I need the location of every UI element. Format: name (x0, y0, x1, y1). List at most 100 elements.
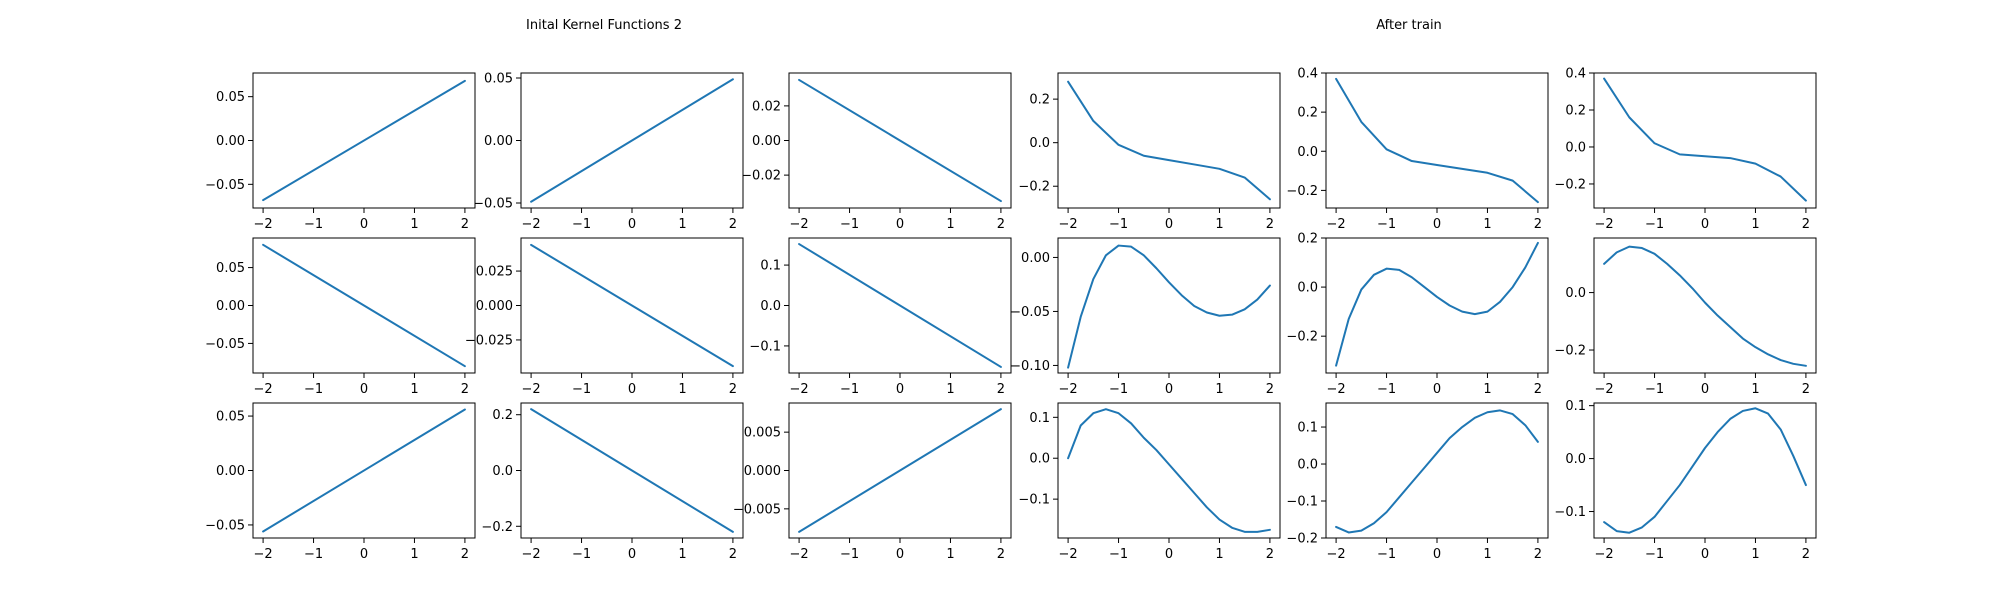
subplot-after-r3c1: −2 −1 0 1 2 −0.1 0.0 0.1 (1018, 402, 1281, 562)
x-tick-label: −2 (1059, 547, 1078, 562)
x-tick-label: 1 (678, 547, 686, 562)
x-tick-label: 0 (1701, 382, 1709, 397)
series-line (798, 78, 1002, 203)
y-tick-label: −0.05 (205, 337, 245, 352)
y-tick-label: −0.1 (749, 339, 781, 354)
y-tick-label: 0.00 (752, 134, 781, 149)
subplot-after-r2c3: −2 −1 0 1 2 −0.2 0.0 (1554, 237, 1817, 397)
subplot-after-r1c2: −2 −1 0 1 2 −0.2 0.0 0.2 0.4 (1286, 67, 1549, 232)
x-tick-label: −1 (572, 382, 591, 397)
series-line (1603, 77, 1807, 202)
y-tick-label: −0.2 (1018, 180, 1050, 195)
x-tick-label: 0 (1701, 547, 1709, 562)
x-tick-label: −2 (522, 217, 541, 232)
x-tick-label: 2 (461, 382, 469, 397)
y-tick-label: −0.02 (741, 169, 781, 184)
x-tick-label: −1 (1109, 217, 1128, 232)
subplot-initial-r1c1: −2 −1 0 1 2 −0.05 0.00 0.05 (205, 72, 476, 232)
y-tick-label: −0.2 (1286, 184, 1318, 199)
x-tick-label: −2 (790, 382, 809, 397)
subplot-after-r2c2: −2 −1 0 1 2 −0.2 0.0 0.2 (1286, 232, 1549, 397)
y-tick-label: −0.2 (1286, 532, 1318, 547)
y-tick-label: 0.00 (484, 134, 513, 149)
x-tick-label: −2 (1059, 217, 1078, 232)
x-tick-label: 0 (1165, 217, 1173, 232)
y-tick-label: 0.00 (216, 299, 245, 314)
y-tick-label: 0.0 (492, 464, 513, 479)
x-tick-label: 1 (1483, 217, 1491, 232)
x-tick-label: 0 (360, 547, 368, 562)
y-tick-label: 0.2 (1297, 106, 1318, 121)
series-line (1335, 409, 1539, 534)
x-tick-label: 1 (946, 382, 954, 397)
x-tick-label: −1 (572, 547, 591, 562)
x-tick-label: 2 (729, 217, 737, 232)
subplot-after-r3c2: −2 −1 0 1 2 −0.2 −0.1 0.0 0.1 (1286, 402, 1549, 562)
x-tick-label: 1 (946, 547, 954, 562)
series-line (1603, 245, 1807, 367)
x-tick-label: −1 (1377, 382, 1396, 397)
y-tick-label: 0.000 (476, 299, 513, 314)
x-tick-label: −2 (1595, 382, 1614, 397)
x-tick-label: 1 (1751, 217, 1759, 232)
x-tick-label: 1 (1483, 547, 1491, 562)
y-tick-label: −0.2 (481, 520, 513, 535)
subplot-initial-r1c2: −2 −1 0 1 2 −0.05 0.00 0.05 (473, 72, 744, 232)
subplot-initial-r3c3: −2 −1 0 1 2 −0.005 0.000 0.005 (733, 402, 1012, 562)
x-tick-label: 2 (461, 547, 469, 562)
x-tick-label: 1 (1215, 382, 1223, 397)
right-figure-title: After train (1376, 18, 1442, 33)
x-tick-label: 0 (1165, 547, 1173, 562)
y-tick-label: 0.05 (484, 72, 513, 87)
x-tick-label: 2 (1802, 547, 1810, 562)
y-tick-label: 0.0 (1565, 452, 1586, 467)
x-tick-label: 0 (896, 217, 904, 232)
x-tick-label: 2 (729, 547, 737, 562)
series-line (1067, 80, 1271, 201)
y-tick-label: 0.0 (1297, 145, 1318, 160)
x-tick-label: 0 (1701, 217, 1709, 232)
y-tick-label: −0.05 (205, 178, 245, 193)
x-tick-label: 0 (360, 217, 368, 232)
y-tick-label: 0.1 (1029, 411, 1050, 426)
x-tick-label: 1 (946, 217, 954, 232)
x-tick-label: 2 (1534, 217, 1542, 232)
y-tick-label: −0.10 (1010, 359, 1050, 374)
y-tick-label: −0.005 (733, 502, 781, 517)
x-tick-label: 2 (997, 217, 1005, 232)
x-tick-label: −2 (522, 547, 541, 562)
y-tick-label: 0.1 (760, 259, 781, 274)
x-tick-label: −1 (1645, 382, 1664, 397)
x-tick-label: 2 (1266, 547, 1274, 562)
x-tick-label: 0 (1433, 217, 1441, 232)
x-tick-label: 2 (1266, 382, 1274, 397)
subplot-initial-r2c2: −2 −1 0 1 2 −0.025 0.000 0.025 (465, 237, 744, 397)
y-tick-label: −0.2 (1554, 177, 1586, 192)
x-tick-label: 2 (1534, 382, 1542, 397)
x-tick-label: −2 (1595, 547, 1614, 562)
subplot-initial-r2c1: −2 −1 0 1 2 −0.05 0.00 0.05 (205, 237, 476, 397)
x-tick-label: −1 (1645, 217, 1664, 232)
subplot-initial-r3c1: −2 −1 0 1 2 −0.05 0.00 0.05 (205, 402, 476, 562)
y-tick-label: 0.2 (1297, 232, 1318, 247)
x-tick-label: 2 (997, 547, 1005, 562)
y-tick-label: 0.2 (492, 408, 513, 423)
y-tick-label: 0.00 (216, 464, 245, 479)
y-tick-label: 0.4 (1297, 67, 1318, 82)
x-tick-label: −1 (840, 217, 859, 232)
x-tick-label: −2 (522, 382, 541, 397)
x-tick-label: −1 (572, 217, 591, 232)
series-line (798, 243, 1002, 368)
x-tick-label: −2 (1327, 382, 1346, 397)
series-line (1603, 407, 1807, 534)
x-tick-label: −1 (1109, 547, 1128, 562)
x-tick-label: 2 (1802, 382, 1810, 397)
series-line (1067, 408, 1271, 533)
y-tick-label: 0.0 (1565, 286, 1586, 301)
x-tick-label: 1 (1483, 382, 1491, 397)
x-tick-label: 1 (1215, 217, 1223, 232)
x-tick-label: 1 (1215, 547, 1223, 562)
series-line (1335, 77, 1539, 204)
x-tick-label: −2 (254, 382, 273, 397)
x-tick-label: 2 (461, 217, 469, 232)
